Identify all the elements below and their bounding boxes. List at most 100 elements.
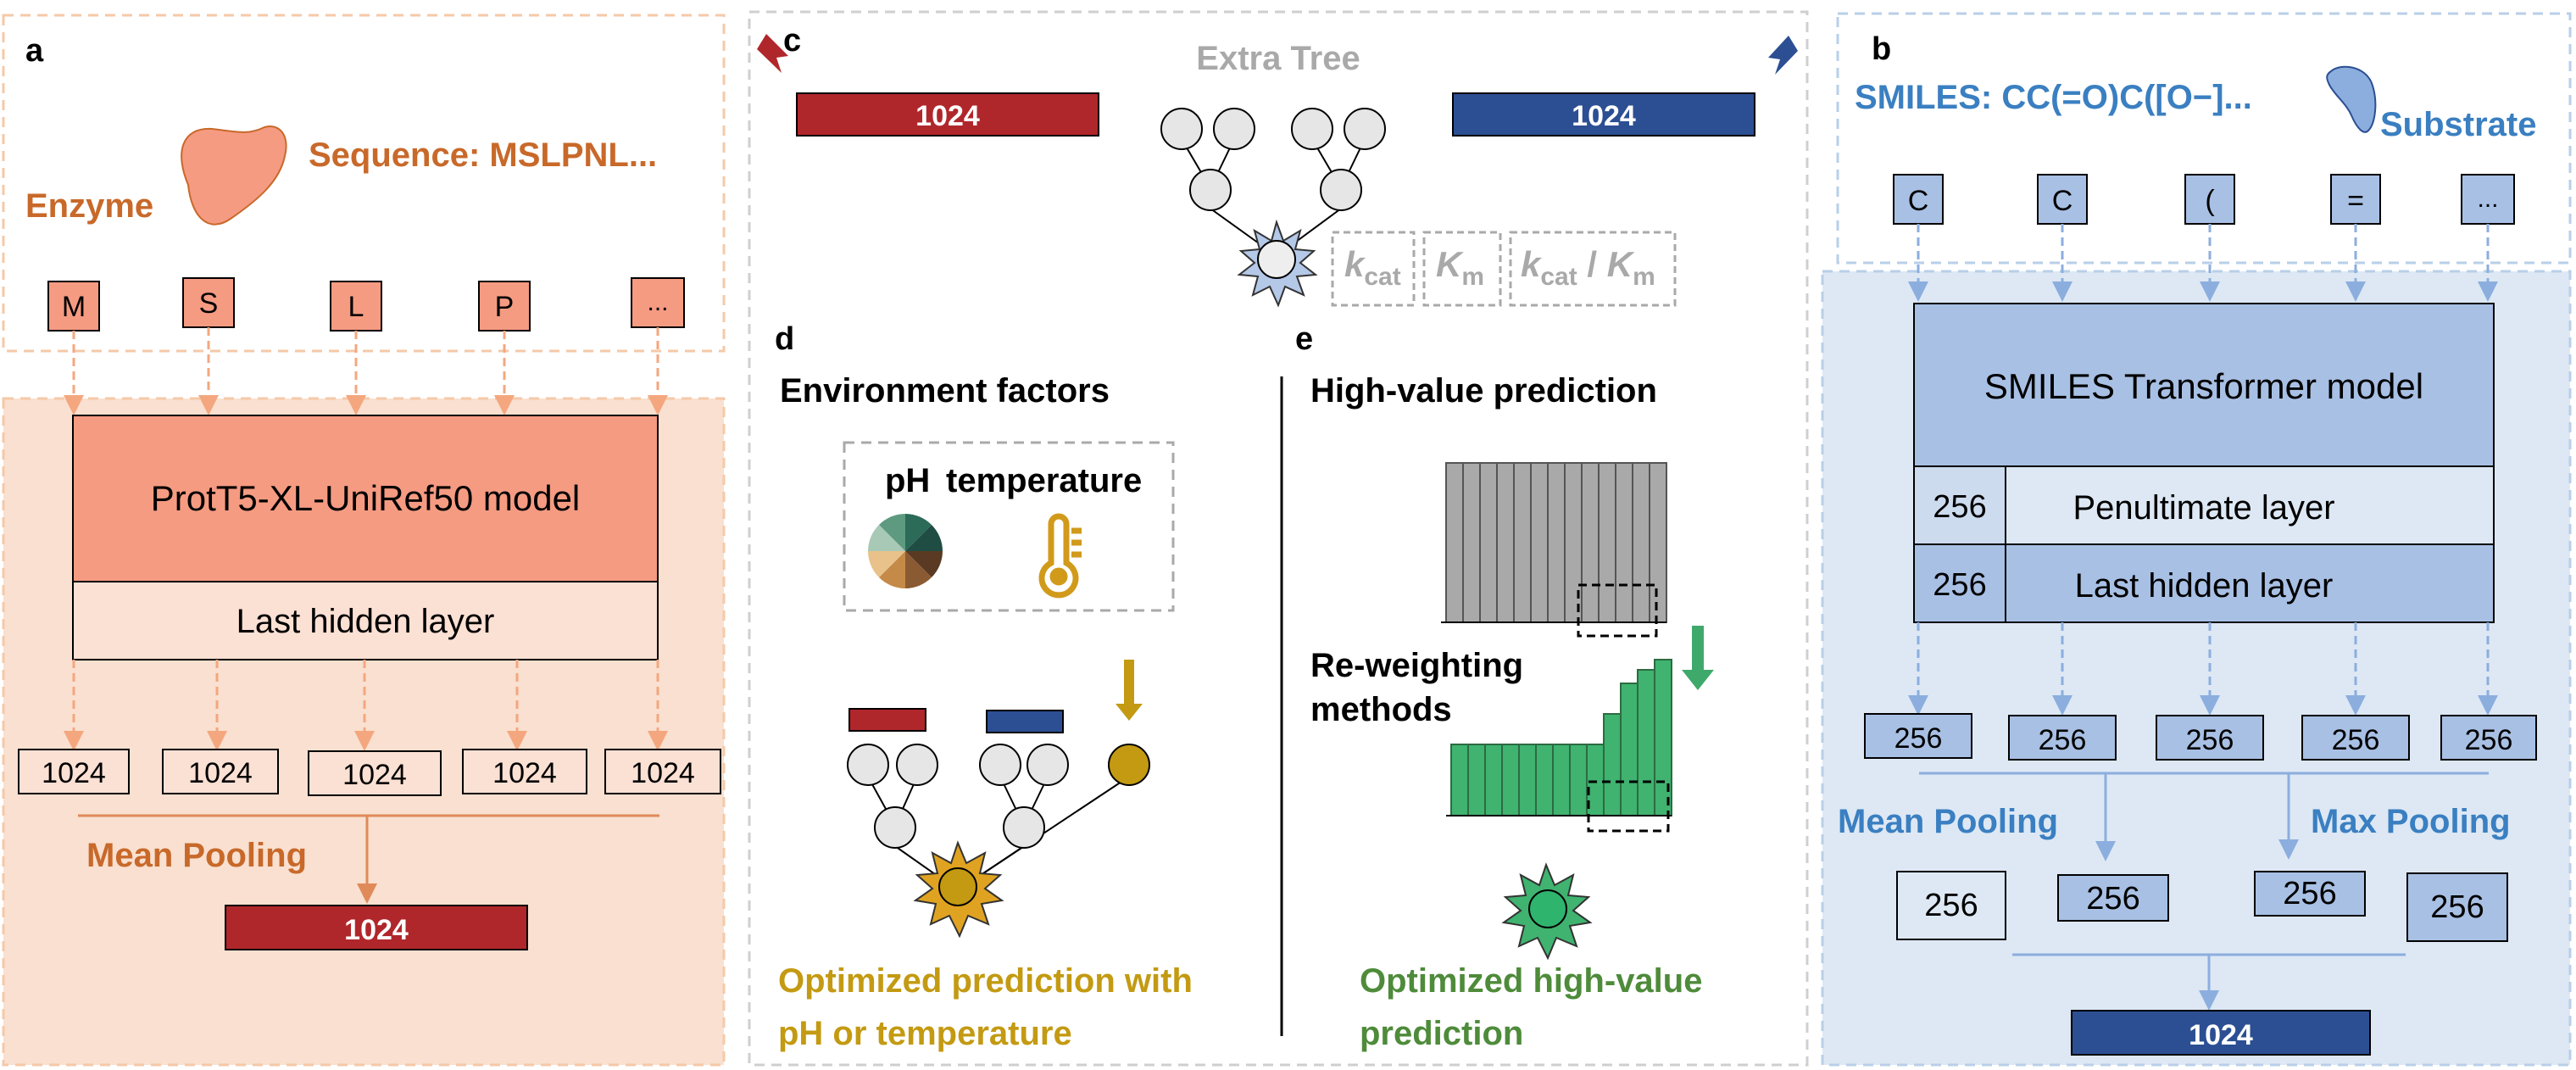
smiles-output-box bbox=[2156, 715, 2264, 761]
smiles-token: C bbox=[1908, 185, 1929, 217]
km-sub: m bbox=[1461, 263, 1484, 291]
kcat-box bbox=[1331, 231, 1416, 307]
panel-a: a Enzyme Sequence: MSLPNL... M S L P ... bbox=[2, 14, 726, 1067]
smiles-token: ( bbox=[2205, 185, 2215, 217]
smiles-output-box bbox=[2440, 715, 2537, 761]
smiles-output-box bbox=[1864, 713, 1972, 759]
last-hidden-dim: 256 bbox=[1933, 567, 1986, 603]
smiles-token-arrows bbox=[1908, 224, 2498, 302]
extra-tree-enzyme-vector bbox=[796, 92, 1099, 137]
original-high-value-highlight bbox=[1577, 583, 1658, 638]
panel-b-label: b bbox=[1872, 31, 1891, 67]
ph-wheel-icon bbox=[868, 514, 943, 588]
enzyme-output-list: 1024 1024 1024 1024 1024 bbox=[18, 749, 721, 796]
enzyme-token-list: M S L P ... bbox=[47, 277, 685, 332]
km-box bbox=[1422, 231, 1502, 307]
kcat-km-target: kcat / Km bbox=[1521, 244, 1655, 291]
smiles-token-box bbox=[2037, 174, 2088, 225]
smiles-token-box bbox=[2184, 174, 2235, 225]
env-caption-line2: pH or temperature bbox=[778, 1015, 1072, 1052]
pooled-box bbox=[2406, 872, 2508, 942]
substrate-label: Substrate bbox=[2380, 106, 2537, 143]
smiles-token-box bbox=[2461, 174, 2515, 225]
reweight-line1: Re-weighting bbox=[1310, 647, 1523, 684]
smiles-mean-pooling-label: Mean Pooling bbox=[1838, 803, 2058, 840]
high-value-caption-line1: Optimized high-value bbox=[1360, 962, 1702, 1000]
enzyme-output-box bbox=[18, 749, 130, 794]
smiles-last-hidden-box bbox=[2005, 543, 2495, 623]
enzyme-shape-icon bbox=[181, 125, 287, 226]
smiles-token: ... bbox=[2477, 185, 2498, 213]
enzyme-token: S bbox=[199, 287, 219, 320]
extra-tree-diagram bbox=[1160, 108, 1386, 308]
smiles-transformer-box bbox=[1913, 303, 2495, 467]
pooled-value: 256 bbox=[2283, 876, 2336, 911]
prediction-targets: kcat Km kcat / Km bbox=[1331, 231, 1677, 307]
smiles-output: 256 bbox=[2465, 724, 2513, 756]
smiles-output: 256 bbox=[2186, 724, 2234, 756]
panel-d: d Environment factors pH temperature bbox=[775, 321, 1193, 1052]
reweight-line2: methods bbox=[1310, 691, 1452, 728]
kcat-km-cat: cat bbox=[1540, 263, 1577, 291]
max-pooling-label: Max Pooling bbox=[2311, 803, 2511, 840]
high-value-title: High-value prediction bbox=[1310, 372, 1657, 410]
km-main: K bbox=[1436, 244, 1464, 284]
high-value-star-icon bbox=[1501, 862, 1593, 961]
env-factor-node bbox=[1108, 744, 1150, 786]
token-arrows bbox=[64, 327, 668, 415]
smiles-output-box bbox=[2301, 715, 2410, 761]
kcat-km-k: k bbox=[1521, 244, 1543, 284]
env-caption-line1: Optimized prediction with bbox=[778, 962, 1193, 1000]
enzyme-output: 1024 bbox=[188, 757, 253, 789]
enzyme-final-vector bbox=[225, 905, 528, 950]
panel-c: c Extra Tree 1024 1024 bbox=[757, 23, 1798, 308]
enzyme-token-box bbox=[330, 281, 382, 332]
last-hidden-layer-label: Last hidden layer bbox=[236, 603, 495, 640]
enzyme-token: P bbox=[495, 291, 515, 323]
kcat-km-K: K bbox=[1607, 244, 1635, 284]
kcat-km-m: m bbox=[1633, 263, 1655, 291]
pooled-box bbox=[2254, 871, 2366, 917]
penultimate-dim: 256 bbox=[1933, 489, 1986, 525]
environment-factors-title: Environment factors bbox=[780, 372, 1110, 410]
reweight-down-arrow-icon bbox=[1682, 626, 1714, 690]
extra-tree-substrate-vector-label: 1024 bbox=[1572, 100, 1636, 132]
enzyme-token-box bbox=[47, 281, 100, 332]
prott5-model-box bbox=[72, 415, 659, 582]
panel-b: b SMILES: CC(=O)C([O−]... Substrate C C … bbox=[1821, 12, 2572, 1067]
kcat-km-box bbox=[1509, 231, 1677, 307]
reweighted-high-value-highlight bbox=[1587, 780, 1670, 833]
enzyme-token: ... bbox=[647, 288, 668, 316]
enzyme-token: L bbox=[348, 291, 364, 323]
original-distribution-bars bbox=[1445, 462, 1667, 623]
smiles-output: 256 bbox=[2039, 724, 2087, 756]
penultimate-layer-label: Penultimate layer bbox=[2072, 489, 2334, 527]
smiles-transformer-label: SMILES Transformer model bbox=[1984, 366, 2423, 406]
pooled-value: 256 bbox=[1924, 888, 1978, 923]
env-enzyme-bar bbox=[848, 708, 926, 732]
smiles-final-vector-label: 1024 bbox=[2189, 1019, 2253, 1051]
smiles-final-vector bbox=[2071, 1010, 2371, 1056]
last-hidden-layer-box bbox=[72, 581, 659, 660]
substrate-shape-icon bbox=[2326, 65, 2377, 133]
smiles-last-hidden-label: Last hidden layer bbox=[2075, 567, 2334, 605]
enzyme-token: M bbox=[62, 291, 86, 323]
enzyme-token-box bbox=[478, 281, 531, 332]
panel-e: e High-value prediction Re-weighting met… bbox=[1295, 321, 1714, 1052]
enzyme-pointer-arrow-icon bbox=[757, 34, 788, 73]
substrate-pointer-arrow-icon bbox=[1768, 36, 1798, 75]
penultimate-dim-box bbox=[1913, 465, 2006, 545]
enzyme-token-box bbox=[631, 277, 685, 328]
enzyme-output-box bbox=[308, 750, 442, 796]
extra-tree-substrate-vector bbox=[1452, 92, 1755, 137]
env-substrate-bar bbox=[986, 710, 1064, 733]
kcat-sub: cat bbox=[1364, 263, 1400, 291]
smiles-output-box bbox=[2008, 715, 2117, 761]
enzyme-output: 1024 bbox=[492, 757, 557, 789]
smiles-output: 256 bbox=[1894, 722, 1943, 755]
enzyme-output-box bbox=[462, 749, 587, 794]
panel-e-label: e bbox=[1295, 321, 1313, 357]
panel-c-label: c bbox=[783, 23, 801, 59]
